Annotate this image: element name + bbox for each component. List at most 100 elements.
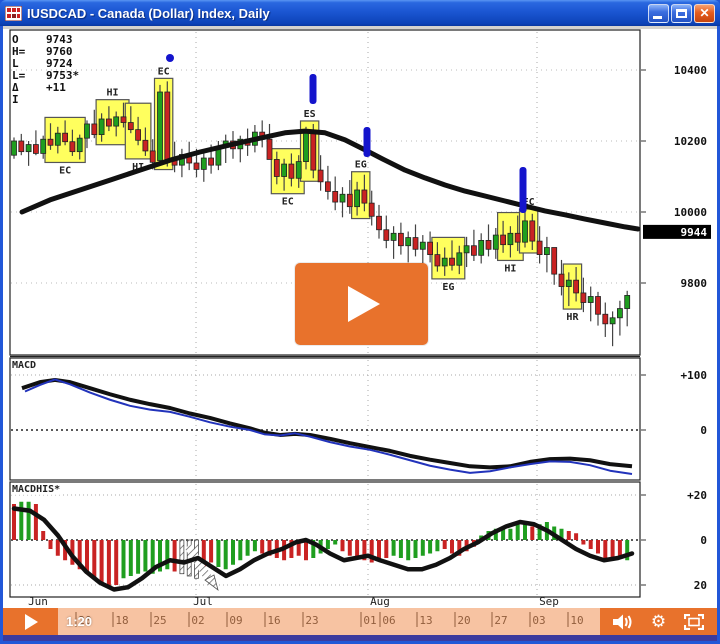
candle-body: [11, 140, 17, 156]
candle-body: [281, 163, 288, 177]
titlebar[interactable]: IUSDCAD - Canada (Dollar) Index, Daily ✕: [0, 0, 720, 26]
chart-svg: EC HI HI EC EC ES EG EG HI EC HR 10400 10200 10000 980…: [9, 29, 711, 627]
macd-histogram-bar: [435, 540, 440, 552]
candle-body: [405, 237, 412, 247]
macd-histogram-bar: [442, 540, 447, 549]
candle-body: [339, 193, 346, 203]
last-price-badge: [643, 224, 711, 239]
candle-body: [142, 139, 149, 152]
macd-histogram-bar: [179, 539, 185, 575]
quote-row: I: [12, 93, 19, 106]
pattern-label: EG: [355, 160, 367, 171]
macd-histogram-bar: [304, 540, 308, 561]
candle-body: [288, 163, 295, 179]
candle-body: [200, 157, 207, 170]
fullscreen-button[interactable]: [682, 610, 706, 634]
macd-line-signal: [24, 378, 633, 475]
macd-histogram-bar: [406, 540, 411, 561]
x-axis-month-label: Sep: [539, 595, 559, 608]
candle-body: [266, 138, 273, 160]
minimize-icon: [653, 15, 662, 19]
blue-dot-marker: [166, 54, 174, 62]
macd-histogram-bar: [48, 540, 53, 549]
macd-histogram-bar: [457, 540, 462, 556]
macd-histogram-bar: [231, 540, 235, 565]
candle-body: [580, 292, 587, 303]
titlebar-divider: [3, 26, 717, 29]
candle-body: [193, 162, 200, 170]
candle-body: [383, 229, 390, 241]
candle-body: [617, 308, 623, 319]
video-control-bar-overlay[interactable]: [3, 608, 717, 635]
macd-histogram-bar: [311, 540, 316, 558]
macd-histogram-bar: [596, 540, 600, 554]
y-axis-label: +20: [687, 489, 707, 502]
pattern-label: HI: [107, 88, 119, 99]
candle-body: [500, 234, 507, 246]
window-title: IUSDCAD - Canada (Dollar) Index, Daily: [27, 5, 270, 21]
macd-histogram-bar: [114, 540, 119, 585]
macd-histogram-bar: [325, 540, 330, 549]
macd-histogram-bar: [19, 501, 24, 540]
macd-histogram-bar: [340, 540, 345, 552]
candle-body: [434, 254, 441, 267]
y-axis-label: +100: [681, 369, 708, 382]
blue-bar-marker: [363, 127, 371, 157]
quote-legend: O 9743 H= 9760 L 9724 L= 9753* Δ +11 I: [12, 34, 79, 106]
macd-histogram-bar: [362, 540, 367, 561]
settings-button[interactable]: ⚙: [647, 610, 671, 634]
quote-row: L 9724: [12, 57, 73, 70]
pattern-label: ES: [304, 109, 316, 120]
blue-bar-marker: [519, 167, 527, 213]
macd-histogram-bar: [85, 540, 89, 574]
macd-histogram-bar: [128, 540, 133, 576]
pattern-label: EC: [158, 66, 170, 77]
maximize-button[interactable]: [671, 3, 692, 23]
candle-body: [149, 150, 156, 163]
hatched-arrow-head: [204, 574, 219, 592]
candle-body: [412, 237, 419, 250]
quote-row: Δ +11: [12, 81, 66, 94]
fullscreen-icon: [683, 613, 704, 630]
candle-body: [376, 215, 382, 231]
macd-histogram-bar: [252, 540, 257, 552]
video-progress-bar[interactable]: [3, 635, 717, 641]
candle-body: [120, 116, 127, 123]
pattern-label: HI: [504, 263, 516, 274]
play-icon: [347, 286, 380, 322]
macd-histogram-bar: [92, 540, 97, 579]
video-play-overlay-button[interactable]: [295, 263, 428, 345]
macd-histogram-bar: [581, 540, 586, 545]
candle-body: [390, 232, 397, 241]
quote-row: L= 9753*: [12, 69, 80, 82]
macd-histogram-bar: [216, 540, 221, 567]
x-axis-month-label: Aug: [370, 595, 390, 608]
candle-body: [565, 279, 572, 287]
blue-bar-marker: [309, 74, 317, 104]
y-axis-label: 9800: [681, 277, 708, 290]
candle-body: [529, 220, 536, 242]
macd-histogram-bar: [398, 540, 403, 558]
hatched-arrow-annotation: [184, 543, 216, 587]
volume-button[interactable]: [611, 610, 635, 634]
macd-histogram-bar: [77, 540, 82, 570]
video-play-button[interactable]: [3, 608, 58, 635]
candle-body: [441, 257, 448, 267]
candle-body: [587, 296, 594, 303]
candle-body: [113, 116, 120, 127]
macd-histogram-bar: [260, 540, 265, 554]
macd-histogram-bar: [201, 540, 206, 567]
macd-histogram-bar: [150, 540, 155, 574]
minimize-button[interactable]: [648, 3, 669, 23]
macd-histogram-bar: [530, 526, 535, 540]
macd-histogram-bar: [384, 540, 389, 558]
quote-row: H= 9760: [12, 45, 73, 58]
candle-body: [40, 138, 47, 154]
candle-body: [427, 241, 434, 256]
macd-histogram-bar: [588, 540, 593, 549]
candle-body: [47, 138, 54, 146]
macd-histogram-bar: [391, 540, 396, 556]
candle-body: [164, 91, 171, 160]
close-button[interactable]: ✕: [694, 3, 715, 23]
candle-body: [551, 247, 558, 275]
